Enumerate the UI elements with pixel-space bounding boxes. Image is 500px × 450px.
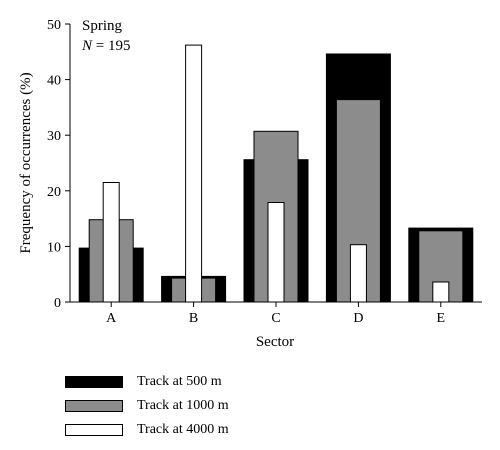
bar-E-series-3	[432, 281, 450, 303]
y-tick-label-20: 20	[47, 185, 61, 200]
x-tick-label-D: D	[353, 311, 363, 326]
x-axis-label: Sector	[256, 334, 294, 350]
annotation-layer: Spring N = 195	[81, 18, 130, 54]
y-axis-label: Frequency of occurrences (%)	[18, 72, 34, 253]
x-tick-label-C: C	[271, 311, 280, 326]
bar-C-series-3	[267, 202, 285, 303]
sample-size-annotation: N = 195	[81, 38, 130, 54]
y-tick-label-0: 0	[54, 296, 61, 311]
bar-D-series-3	[349, 244, 367, 303]
n-value: 195	[108, 38, 131, 54]
y-tick-label-30: 30	[47, 129, 61, 144]
y-tick-label-10: 10	[47, 240, 61, 255]
legend-label-4000m: Track at 4000 m	[137, 422, 229, 437]
y-tick-label-50: 50	[47, 18, 61, 33]
legend-swatch-500m	[65, 376, 123, 388]
legend-label-500m: Track at 500 m	[137, 374, 222, 389]
bar-A-series-3	[102, 182, 120, 303]
x-tick-label-A: A	[106, 311, 117, 326]
bars-layer	[78, 44, 474, 303]
n-equals: =	[92, 38, 108, 54]
legend-label-1000m: Track at 1000 m	[137, 398, 229, 413]
x-tick-label-E: E	[437, 311, 446, 326]
y-tick-label-40: 40	[47, 74, 61, 89]
bar-B-series-3	[185, 44, 203, 303]
season-annotation: Spring	[82, 18, 123, 34]
x-tick-label-B: B	[189, 311, 198, 326]
legend-swatch-1000m	[65, 400, 123, 412]
n-symbol: N	[81, 38, 93, 54]
axes-layer: A B C D E 0 10 20 30 40 50	[47, 18, 482, 326]
legend-swatch-4000m	[65, 424, 123, 436]
